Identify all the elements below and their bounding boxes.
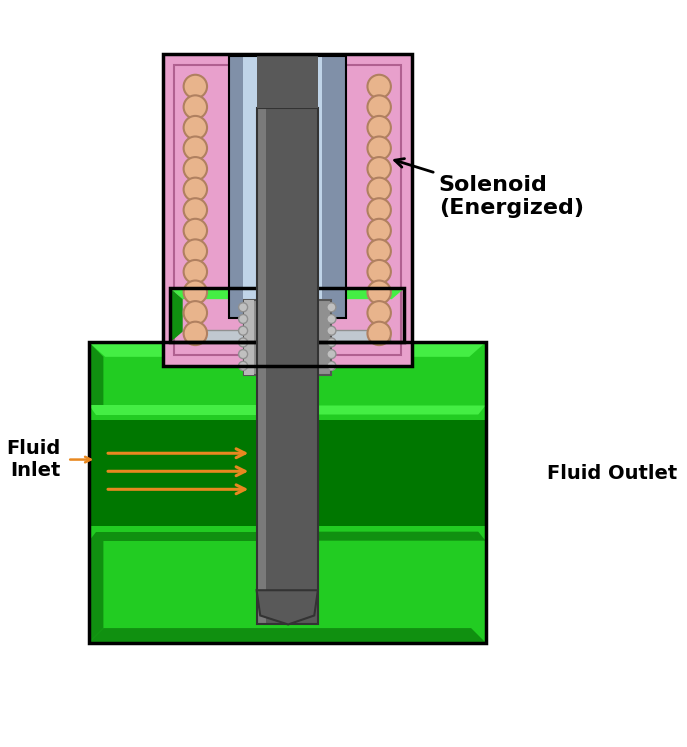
Circle shape xyxy=(368,219,391,242)
Circle shape xyxy=(183,301,207,324)
Circle shape xyxy=(238,303,247,311)
Circle shape xyxy=(327,326,336,335)
Circle shape xyxy=(183,137,207,160)
Polygon shape xyxy=(170,288,183,342)
Bar xyxy=(318,406,486,541)
Bar xyxy=(229,56,346,318)
Circle shape xyxy=(327,314,336,323)
Circle shape xyxy=(238,350,247,359)
Circle shape xyxy=(368,157,391,181)
Bar xyxy=(297,56,322,318)
Circle shape xyxy=(183,157,207,181)
Circle shape xyxy=(183,260,207,283)
Bar xyxy=(257,108,318,624)
Circle shape xyxy=(368,322,391,345)
Circle shape xyxy=(368,75,391,98)
Circle shape xyxy=(368,239,391,263)
Circle shape xyxy=(368,137,391,160)
Polygon shape xyxy=(318,406,486,415)
Circle shape xyxy=(238,326,247,335)
Polygon shape xyxy=(170,288,405,299)
Circle shape xyxy=(183,198,207,222)
Circle shape xyxy=(183,178,207,201)
Bar xyxy=(229,56,243,318)
Bar xyxy=(244,300,254,375)
Polygon shape xyxy=(257,590,318,624)
Bar xyxy=(163,54,412,366)
Bar xyxy=(243,56,275,318)
Bar xyxy=(163,54,412,366)
Bar xyxy=(89,406,257,541)
Bar xyxy=(244,300,330,375)
Circle shape xyxy=(327,362,336,371)
Text: Fluid Outlet: Fluid Outlet xyxy=(547,465,677,483)
Polygon shape xyxy=(89,532,257,541)
Circle shape xyxy=(368,96,391,119)
Polygon shape xyxy=(89,342,486,357)
Circle shape xyxy=(327,338,336,347)
Circle shape xyxy=(183,219,207,242)
Circle shape xyxy=(368,198,391,222)
Circle shape xyxy=(183,75,207,98)
Circle shape xyxy=(238,314,247,323)
Bar xyxy=(257,56,318,108)
Bar xyxy=(89,342,486,642)
Polygon shape xyxy=(318,532,486,541)
Text: Solenoid
(Energized): Solenoid (Energized) xyxy=(395,158,584,218)
Bar xyxy=(257,108,266,624)
Bar xyxy=(89,420,257,526)
Text: Fluid
Inlet: Fluid Inlet xyxy=(6,439,60,480)
Polygon shape xyxy=(89,342,104,642)
Bar xyxy=(89,342,486,642)
Circle shape xyxy=(368,116,391,140)
Circle shape xyxy=(327,303,336,311)
Circle shape xyxy=(368,281,391,304)
Circle shape xyxy=(238,362,247,371)
Circle shape xyxy=(368,301,391,324)
Bar xyxy=(318,420,486,526)
Bar xyxy=(275,56,297,318)
Bar xyxy=(322,56,346,318)
Polygon shape xyxy=(89,406,257,415)
Bar xyxy=(170,288,405,342)
Bar xyxy=(257,108,318,624)
Circle shape xyxy=(327,350,336,359)
Circle shape xyxy=(183,116,207,140)
Bar xyxy=(185,329,390,342)
Circle shape xyxy=(183,322,207,345)
Circle shape xyxy=(183,281,207,304)
Circle shape xyxy=(368,178,391,201)
Bar xyxy=(170,288,405,342)
Circle shape xyxy=(368,260,391,283)
Circle shape xyxy=(238,338,247,347)
Circle shape xyxy=(183,96,207,119)
Bar xyxy=(174,65,401,355)
Polygon shape xyxy=(89,628,486,642)
Circle shape xyxy=(183,239,207,263)
